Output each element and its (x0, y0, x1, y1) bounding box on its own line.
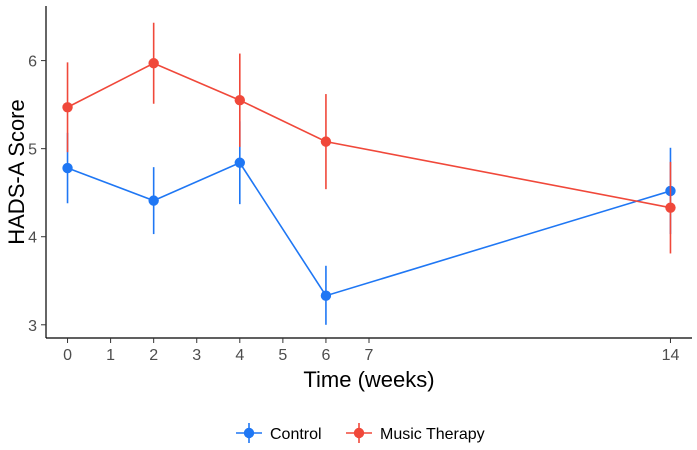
x-tick-label: 14 (662, 347, 680, 364)
data-point (62, 102, 73, 113)
y-tick-label: 3 (28, 318, 37, 335)
x-tick-label: 5 (278, 347, 287, 364)
x-tick-label: 6 (321, 347, 330, 364)
series-layer (62, 22, 676, 325)
legend-key-point (353, 427, 365, 439)
y-tick-label: 4 (28, 230, 37, 247)
legend-key-point (243, 427, 255, 439)
x-tick-label: 4 (235, 347, 244, 364)
legend: Control Music Therapy (236, 423, 485, 443)
x-axis-ticks: 0 1 2 3 4 5 6 7 14 (63, 338, 679, 364)
legend-label: Control (270, 426, 322, 443)
data-point (234, 95, 245, 106)
data-point (320, 290, 332, 301)
data-point (148, 195, 159, 206)
x-tick-label: 1 (106, 347, 115, 364)
data-point (234, 157, 245, 168)
x-axis-title: Time (weeks) (303, 367, 434, 392)
y-tick-label: 6 (28, 54, 37, 71)
x-tick-label: 3 (192, 347, 201, 364)
x-tick-label: 2 (149, 347, 158, 364)
data-point (62, 162, 73, 174)
legend-label: Music Therapy (380, 426, 485, 443)
plot-area (62, 22, 676, 325)
legend-item-music-therapy: Music Therapy (346, 423, 485, 443)
series-line-control (67, 161, 671, 297)
y-tick-label: 5 (28, 142, 37, 159)
data-point (148, 58, 159, 69)
data-point (665, 202, 676, 213)
legend-item-control: Control (236, 423, 322, 443)
series-music-therapy (62, 22, 676, 254)
x-tick-label: 7 (365, 347, 374, 364)
y-axis-ticks: 3 4 5 6 (28, 54, 46, 335)
series-line-music-therapy (67, 62, 671, 209)
data-point (320, 136, 332, 147)
x-tick-label: 0 (63, 347, 72, 364)
y-axis-title: HADS-A Score (4, 99, 29, 245)
series-control (62, 121, 676, 325)
